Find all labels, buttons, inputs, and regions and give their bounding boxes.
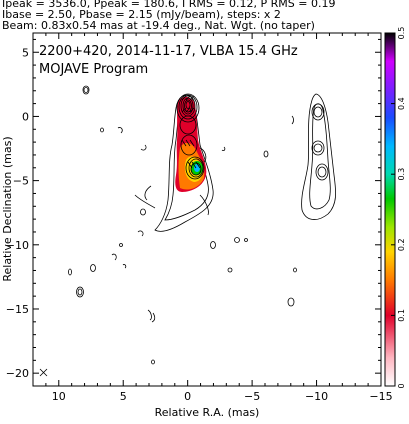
colorbar-tick-label: 0.3: [397, 168, 406, 181]
x-tick-label: −5: [244, 390, 260, 403]
colorbar-tick-label: 0.5: [397, 27, 406, 40]
plot-title-line-2: MOJAVE Program: [39, 62, 148, 77]
x-tick-label: −15: [369, 390, 392, 403]
x-tick-label: 0: [184, 390, 191, 403]
total-intensity-map: [154, 93, 214, 232]
y-tick-label: −5: [13, 175, 29, 188]
x-axis-ticks: 10 5 0 −5 −10 −15: [45, 33, 393, 403]
colorbar-tick-label: 0: [397, 383, 406, 388]
plot-title-line-1: 2200+420, 2014-11-17, VLBA 15.4 GHz: [39, 44, 298, 59]
y-tick-label: 0: [22, 110, 29, 123]
colorbar-ticks: 0 0.1 0.2 0.3 0.4 0.5: [391, 27, 406, 389]
y-axis-label: Relative Declination (mas): [1, 136, 14, 281]
y-tick-label: −10: [6, 239, 29, 252]
y-tick-label: 5: [22, 46, 29, 59]
y-axis-ticks: 5 0 −5 −10 −15 −20: [6, 38, 381, 380]
polarization-vectors: [181, 95, 201, 169]
x-tick-label: 5: [120, 390, 127, 403]
plot-frame: [32, 32, 382, 387]
noise-contours: [68, 85, 297, 365]
y-tick-label: −20: [6, 367, 29, 380]
header-line-3: Beam: 0.83x0.54 mas at -19.4 deg., Nat. …: [2, 19, 315, 32]
header-line-2: Ibase = 2.50, Pbase = 2.15 (mJy/beam), s…: [2, 8, 281, 21]
beam-marker: [39, 368, 48, 377]
core-contours: [176, 93, 205, 180]
colorbar-tick-label: 0.1: [397, 309, 406, 322]
x-axis-label: Relative R.A. (mas): [155, 406, 260, 419]
polarization-fill-cyan: [194, 164, 200, 172]
colorbar-tick-label: 0.4: [397, 97, 406, 110]
polarized-intensity-map: [301, 93, 337, 220]
colorbar: [384, 32, 396, 387]
x-tick-label: 10: [52, 390, 66, 403]
x-tick-label: −10: [305, 390, 328, 403]
y-tick-label: −15: [6, 303, 29, 316]
header-line-1: Ipeak = 3536.0, Ppeak = 180.6, I RMS = 0…: [2, 0, 336, 10]
colorbar-tick-label: 0.2: [397, 238, 406, 251]
